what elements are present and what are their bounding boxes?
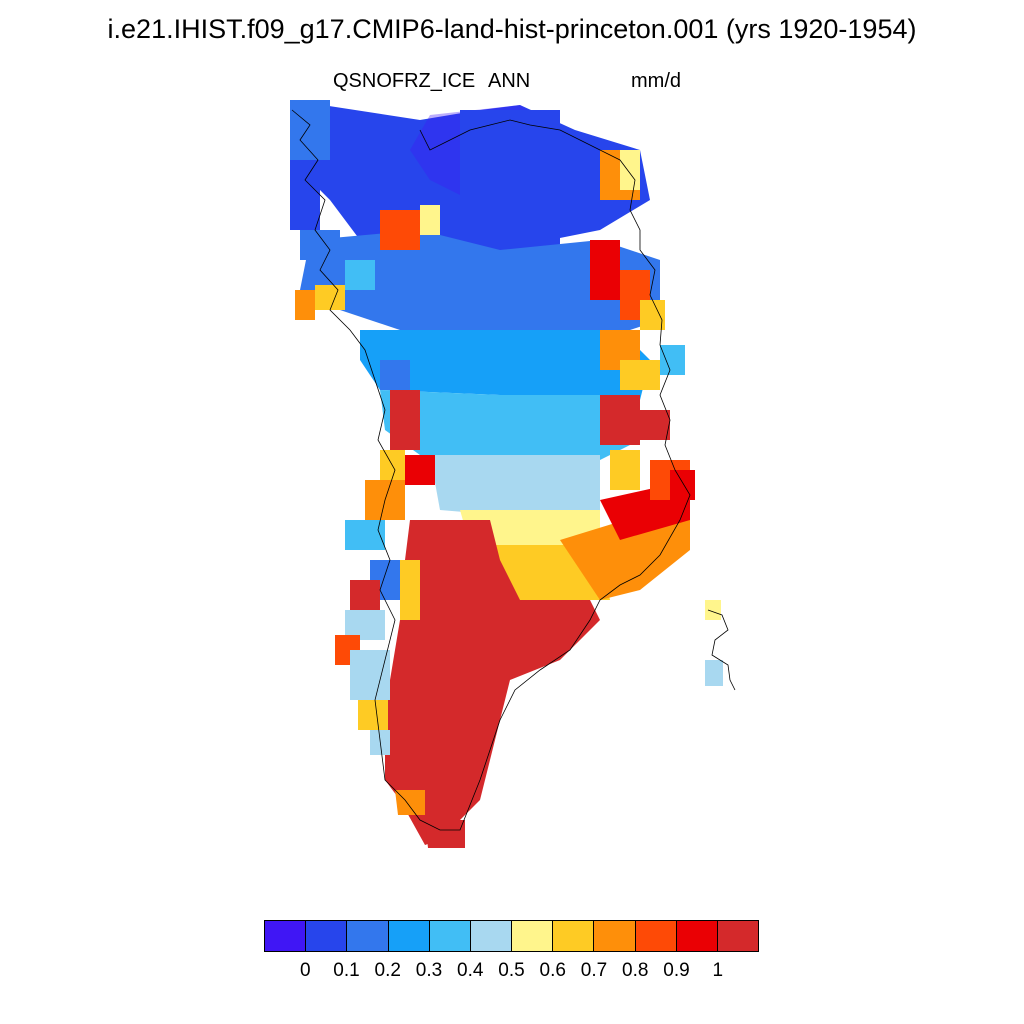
- colorbar-tick-label: 0.9: [663, 960, 690, 981]
- colorbar-box: [675, 920, 718, 952]
- colorbar-tick-label: 0.5: [498, 960, 525, 981]
- season-label: ANN: [488, 70, 531, 92]
- units-label: mm/d: [631, 70, 681, 92]
- colorbar: [264, 920, 760, 952]
- colorbar-box: [264, 920, 307, 952]
- colorbar-box: [552, 920, 595, 952]
- colorbar-box: [346, 920, 389, 952]
- colorbar-tick-label: 0.8: [622, 960, 649, 981]
- colorbar-tick-label: 1: [712, 960, 724, 981]
- map-east-coast: [590, 150, 695, 500]
- greenland-map: [290, 100, 736, 848]
- map-band-light-blue: [380, 390, 640, 515]
- colorbar-box: [428, 920, 471, 952]
- map-band-yellow: [460, 480, 690, 600]
- colorbar-tick-label: 0.3: [415, 960, 443, 981]
- colorbar-box: [387, 920, 430, 952]
- colorbar-box: [511, 920, 554, 952]
- colorbar-box: [305, 920, 348, 952]
- colorbar-tick-label: 0.4: [457, 960, 484, 981]
- variable-label: QSNOFRZ_ICE: [333, 70, 476, 92]
- map-west-coast: [290, 100, 440, 755]
- colorbar-box: [716, 920, 760, 952]
- colorbar-tick-label: 0: [299, 960, 311, 981]
- map-south-body: [385, 520, 600, 848]
- map-coastline: [291, 109, 736, 831]
- map-east-island: [705, 600, 723, 686]
- colorbar-box: [469, 920, 513, 952]
- colorbar-tick-label: 0.6: [539, 960, 566, 981]
- colorbar-tick-label: 0.1: [333, 960, 360, 981]
- colorbar-tick-label: 0.2: [374, 960, 401, 981]
- colorbar-box: [634, 920, 677, 952]
- map-north-cap: [290, 100, 650, 260]
- colorbar-box: [593, 920, 636, 952]
- map-band-mid-blue: [300, 230, 660, 400]
- plot-title: i.e21.IHIST.f09_g17.CMIP6-land-hist-prin…: [107, 14, 917, 44]
- colorbar-tick-label: 0.7: [580, 960, 608, 981]
